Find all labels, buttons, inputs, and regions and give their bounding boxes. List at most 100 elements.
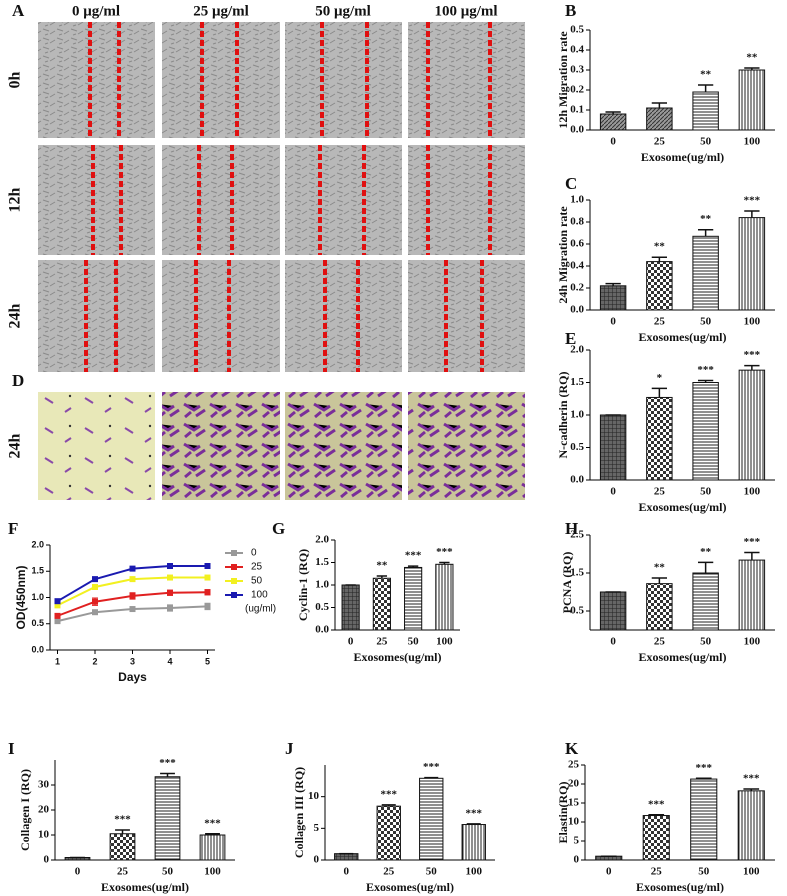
x-tick-label: 100 <box>744 486 761 498</box>
y-tick-label: 1.5 <box>570 567 584 579</box>
marker <box>167 589 173 596</box>
y-tick-label: 5 <box>314 822 320 834</box>
bar <box>738 69 766 131</box>
x-axis-label: Exosomes(ug/ml) <box>366 880 454 894</box>
x-axis-label: Exosomes(ug/ml) <box>354 650 442 664</box>
error-bar <box>439 561 450 565</box>
x-tick-label: 100 <box>204 866 221 878</box>
error-bar <box>744 551 760 561</box>
x-tick-label: 50 <box>698 866 710 878</box>
y-axis-label: Collagen III (RQ) <box>292 767 306 858</box>
y-tick-label: 0.1 <box>570 104 584 116</box>
x-tick-label: 25 <box>654 316 666 328</box>
column-label: 100 μg/ml <box>434 3 497 19</box>
significance: ** <box>376 560 388 572</box>
bar <box>461 824 486 861</box>
panel-label: J <box>285 739 294 758</box>
marker <box>204 563 211 569</box>
x-tick-label: 2 <box>92 656 97 666</box>
y-tick-label: 1.0 <box>315 579 329 591</box>
micrograph <box>408 22 525 138</box>
error-bar <box>651 577 668 584</box>
bar <box>692 382 719 481</box>
x-tick-label: 0 <box>75 866 81 878</box>
y-tick-label: 10 <box>38 829 50 841</box>
micrograph <box>408 260 525 372</box>
bar <box>690 778 718 861</box>
error-bar <box>381 804 396 807</box>
y-axis-label: 12h Migration rate <box>556 31 570 129</box>
x-tick-label: 100 <box>436 636 453 648</box>
micrograph <box>162 145 280 255</box>
y-tick-label: 0.5 <box>570 441 584 453</box>
y-tick-label: 2.0 <box>315 534 329 546</box>
marker <box>129 606 136 613</box>
bar <box>599 285 627 311</box>
x-tick-label: 50 <box>700 316 712 328</box>
bar <box>154 776 181 861</box>
bar <box>646 107 673 131</box>
significance: *** <box>744 195 761 207</box>
micrographs: A 0 μg/ml 25 μg/ml 50 μg/ml 100 μg/ml 0h… <box>7 1 525 500</box>
column-label: 25 μg/ml <box>193 3 249 19</box>
x-tick-label: 50 <box>700 136 712 148</box>
bar <box>372 577 391 631</box>
error-bar <box>424 776 439 779</box>
bar <box>692 572 719 631</box>
micrograph <box>285 260 402 372</box>
bar <box>599 414 627 481</box>
bar <box>435 563 454 631</box>
significance: *** <box>436 546 453 558</box>
y-tick-label: 0.5 <box>570 605 584 617</box>
y-tick-label: 20 <box>568 778 580 790</box>
significance: *** <box>696 762 713 774</box>
x-tick-label: 25 <box>654 486 666 498</box>
significance: ** <box>654 241 666 253</box>
x-tick-label: 50 <box>162 866 174 878</box>
panel-label: G <box>272 519 285 538</box>
y-tick-label: 0.5 <box>570 24 584 36</box>
row-label: 24h <box>7 433 24 458</box>
y-tick-label: 0.4 <box>570 44 584 56</box>
bar <box>334 853 359 861</box>
error-bar <box>466 823 481 825</box>
legend-marker <box>231 550 237 556</box>
marker <box>204 589 211 596</box>
bar <box>738 217 766 311</box>
x-tick-label: 0 <box>348 636 354 648</box>
error-bar <box>115 829 130 834</box>
y-tick-label: 1.5 <box>570 376 584 388</box>
panel-label: I <box>8 739 15 758</box>
panel-label: F <box>8 519 18 538</box>
panel-label: A <box>12 1 25 20</box>
legend-marker <box>231 564 237 570</box>
y-axis-label: Cyclin-1 (RQ) <box>296 549 310 621</box>
x-axis-label: Exosomes(ug/ml) <box>639 650 727 664</box>
significance: ** <box>700 213 712 225</box>
micrograph <box>162 260 280 372</box>
y-tick-label: 0.8 <box>570 216 584 228</box>
x-tick-label: 100 <box>744 316 761 328</box>
y-tick-label: 0.0 <box>31 644 44 654</box>
bar <box>419 777 444 861</box>
y-tick-label: 20 <box>38 804 50 816</box>
error-bar <box>651 387 668 398</box>
legend-marker <box>231 578 237 584</box>
y-tick-label: 15 <box>568 797 580 809</box>
panel-label: K <box>565 739 579 758</box>
significance: *** <box>648 798 665 810</box>
marker <box>167 574 173 581</box>
y-tick-label: 1.5 <box>31 566 44 576</box>
error-bar <box>744 210 760 218</box>
x-tick-label: 25 <box>117 866 129 878</box>
marker <box>92 584 98 590</box>
marker <box>129 592 136 599</box>
significance: *** <box>697 364 714 376</box>
significance: *** <box>423 761 440 773</box>
y-tick-label: 1.0 <box>570 194 584 206</box>
micrograph <box>285 22 402 138</box>
error-bar <box>407 565 419 568</box>
y-tick-label: 30 <box>38 779 50 791</box>
y-tick-label: 2.0 <box>31 539 44 549</box>
significance: * <box>657 372 663 384</box>
